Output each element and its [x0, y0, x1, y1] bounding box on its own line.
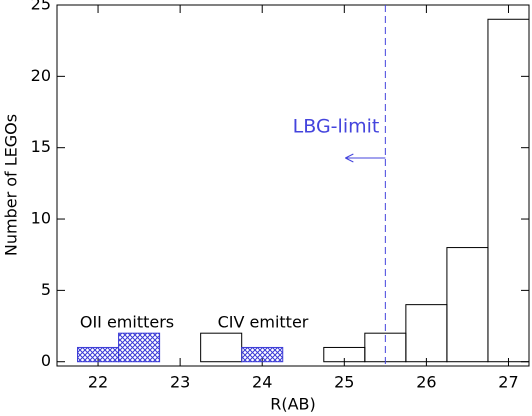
- histogram-bar: [405, 304, 448, 363]
- x-tick-label: 26: [416, 373, 436, 392]
- limit-arrow-head: [345, 153, 354, 163]
- x-tick-label: 25: [334, 373, 354, 392]
- x-tick-label: 27: [498, 373, 518, 392]
- x-axis-label: R(AB): [270, 395, 316, 414]
- y-tick-label: 15: [31, 137, 51, 156]
- y-tick-label: 25: [31, 0, 51, 14]
- x-tick-label: 24: [252, 373, 272, 392]
- histogram-bar: [487, 18, 530, 363]
- y-tick-label: 10: [31, 209, 51, 228]
- x-tick-label: 22: [88, 373, 108, 392]
- histogram-bar: [77, 346, 120, 363]
- y-tick-label: 0: [41, 351, 51, 370]
- annotation: CIV emitter: [218, 313, 309, 332]
- annotation: OII emitters: [80, 313, 174, 332]
- histogram-bar: [241, 346, 284, 363]
- histogram-bar: [118, 332, 161, 363]
- histogram-bar: [446, 247, 489, 363]
- x-tick-label: 23: [170, 373, 190, 392]
- histogram-bar: [200, 332, 243, 363]
- y-tick-label: 20: [31, 66, 51, 85]
- y-tick-label: 5: [41, 280, 51, 299]
- limit-label: LBG-limit: [293, 116, 380, 138]
- y-axis-label: Number of LEGOs: [2, 114, 21, 256]
